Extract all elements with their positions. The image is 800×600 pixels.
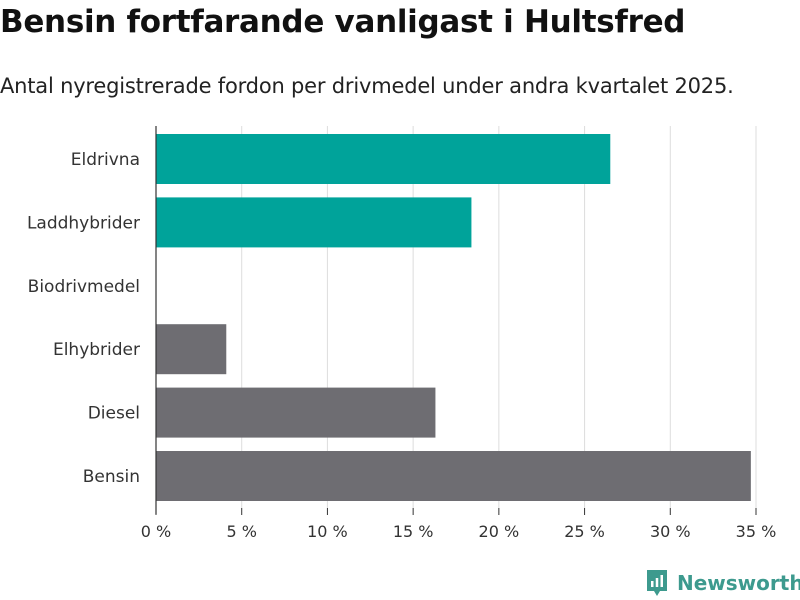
bar <box>156 451 751 501</box>
x-tick-label: 25 % <box>564 522 605 541</box>
newsworthy-logo-icon <box>647 570 667 596</box>
category-label: Laddhybrider <box>27 213 140 233</box>
bar <box>156 387 436 438</box>
x-tick-label: 10 % <box>307 522 348 541</box>
bar <box>156 134 611 184</box>
x-tick-label: 15 % <box>393 522 434 541</box>
x-tick-label: 5 % <box>226 522 256 541</box>
chart-subtitle: Antal nyregistrerade fordon per drivmede… <box>0 74 734 98</box>
x-tick-label: 30 % <box>650 522 691 541</box>
category-label: Eldrivna <box>71 150 140 170</box>
bar <box>156 197 472 248</box>
x-tick-label: 20 % <box>479 522 520 541</box>
x-tick-label: 0 % <box>141 522 171 541</box>
brand-name: Newsworthy <box>677 571 800 595</box>
category-label: Elhybrider <box>53 340 140 360</box>
chart-title: Bensin fortfarande vanligast i Hultsfred <box>0 4 686 40</box>
category-label: Diesel <box>88 404 140 424</box>
x-tick-label: 35 % <box>736 522 777 541</box>
bar <box>156 324 227 375</box>
category-label: Biodrivmedel <box>28 277 140 297</box>
brand-logo: Newsworthy <box>645 568 800 598</box>
category-label: Bensin <box>83 467 140 487</box>
